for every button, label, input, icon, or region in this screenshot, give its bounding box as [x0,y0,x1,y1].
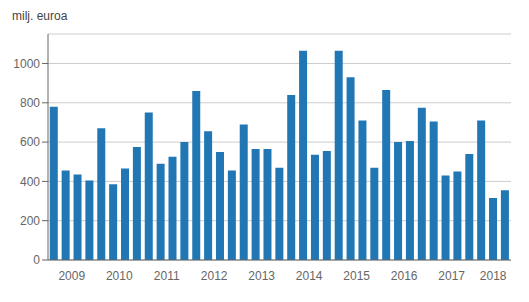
svg-text:400: 400 [20,175,40,189]
svg-text:2017: 2017 [438,269,465,283]
svg-text:0: 0 [33,253,40,267]
html-text:milj. euroa: milj. euroa [12,9,68,23]
svg-text:2018: 2018 [480,269,507,283]
svg-text:800: 800 [20,96,40,110]
svg-text:600: 600 [20,135,40,149]
svg-text:2012: 2012 [201,269,228,283]
svg-text:2015: 2015 [343,269,370,283]
svg-text:2014: 2014 [296,269,323,283]
svg-text:2009: 2009 [58,269,85,283]
svg-text:1000: 1000 [13,57,40,71]
svg-text:2011: 2011 [154,269,180,283]
svg-text:2016: 2016 [391,269,418,283]
svg-text:2010: 2010 [106,269,133,283]
svg-text:2013: 2013 [248,269,275,283]
svg-text:200: 200 [20,214,40,228]
